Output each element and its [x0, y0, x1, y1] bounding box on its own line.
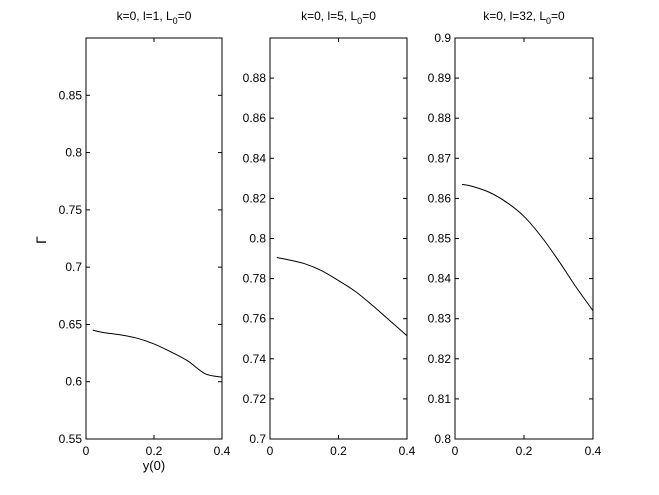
- x-tick-label: 0.4: [585, 444, 602, 458]
- y-tick-label: 0.8: [65, 146, 82, 160]
- y-tick-label: 0.75: [59, 203, 83, 217]
- y-axis-label: Γ: [33, 236, 49, 244]
- panel-1: 0.55 0.6 0.65 0.7 0.75 0.8 0.85 0 0.2 0.4 k=0, l=1…: [59, 9, 231, 458]
- y-tick-label: 0.86: [428, 191, 452, 205]
- plot-frame: [454, 37, 594, 440]
- plot-frame: [85, 37, 223, 440]
- panel-title: k=0, l=1, L0=0: [117, 9, 192, 26]
- y-tick-label: 0.86: [243, 111, 267, 125]
- y-tick-label: 0.87: [428, 151, 452, 165]
- x-axis-label: y(0): [143, 458, 165, 473]
- y-tick-label: 0.81: [428, 392, 452, 406]
- x-tick-label: 0.2: [146, 444, 163, 458]
- panel-title-main: k=0, l=32, L: [483, 9, 546, 23]
- y-tick-label: 0.6: [65, 375, 82, 389]
- panel-title-tail: =0: [551, 9, 565, 23]
- panel-title: k=0, l=5, L0=0: [301, 9, 376, 26]
- y-tick-label: 0.84: [428, 272, 452, 286]
- plot-frame: [269, 37, 408, 440]
- series-line: [276, 257, 408, 337]
- y-tick-label: 0.82: [243, 191, 267, 205]
- y-tick-label: 0.9: [434, 31, 451, 45]
- y-tick-label: 0.7: [65, 260, 82, 274]
- y-tick-label: 0.55: [59, 432, 83, 446]
- panel-title-tail: =0: [178, 9, 192, 23]
- x-tick-label: 0.2: [330, 444, 347, 458]
- y-tick-label: 0.65: [59, 317, 83, 331]
- y-tick-label: 0.82: [428, 352, 452, 366]
- panel-title-main: k=0, l=5, L: [301, 9, 357, 23]
- x-tick-label: 0: [452, 444, 459, 458]
- y-tick-label: 0.85: [428, 232, 452, 246]
- y-tick-label: 0.8: [249, 232, 266, 246]
- panel-title-main: k=0, l=1, L: [117, 9, 173, 23]
- panel-2: 0.7 0.72 0.74 0.76 0.78 0.8 0.82 0.84 0.86 0.88 0 0…: [243, 9, 416, 458]
- x-tick-label: 0: [267, 444, 274, 458]
- y-tick-label: 0.88: [243, 71, 267, 85]
- x-tick-label: 0: [83, 444, 90, 458]
- y-tick-label: 0.74: [243, 352, 267, 366]
- x-tick-label: 0.4: [214, 444, 231, 458]
- y-tick-label: 0.8: [434, 432, 451, 446]
- y-tick-label: 0.88: [428, 111, 452, 125]
- x-tick-label: 0.2: [516, 444, 533, 458]
- series-line: [92, 329, 223, 378]
- panel-title-subscript: 0: [546, 16, 551, 26]
- panel-title: k=0, l=32, L0=0: [483, 9, 565, 26]
- y-tick-label: 0.89: [428, 71, 452, 85]
- y-tick-label: 0.72: [243, 392, 267, 406]
- series-line: [461, 183, 594, 311]
- panel-title-subscript: 0: [173, 16, 178, 26]
- y-tick-label: 0.84: [243, 151, 267, 165]
- y-tick-label: 0.85: [59, 88, 83, 102]
- y-tick-label: 0.7: [249, 432, 266, 446]
- y-tick-label: 0.78: [243, 272, 267, 286]
- panel-title-tail: =0: [362, 9, 376, 23]
- panel-3: 0.8 0.81 0.82 0.83 0.84 0.85 0.86 0.87 0.88 0.89 0…: [428, 9, 602, 458]
- y-tick-label: 0.83: [428, 312, 452, 326]
- x-tick-label: 0.4: [399, 444, 416, 458]
- panel-title-subscript: 0: [357, 16, 362, 26]
- y-tick-label: 0.76: [243, 312, 267, 326]
